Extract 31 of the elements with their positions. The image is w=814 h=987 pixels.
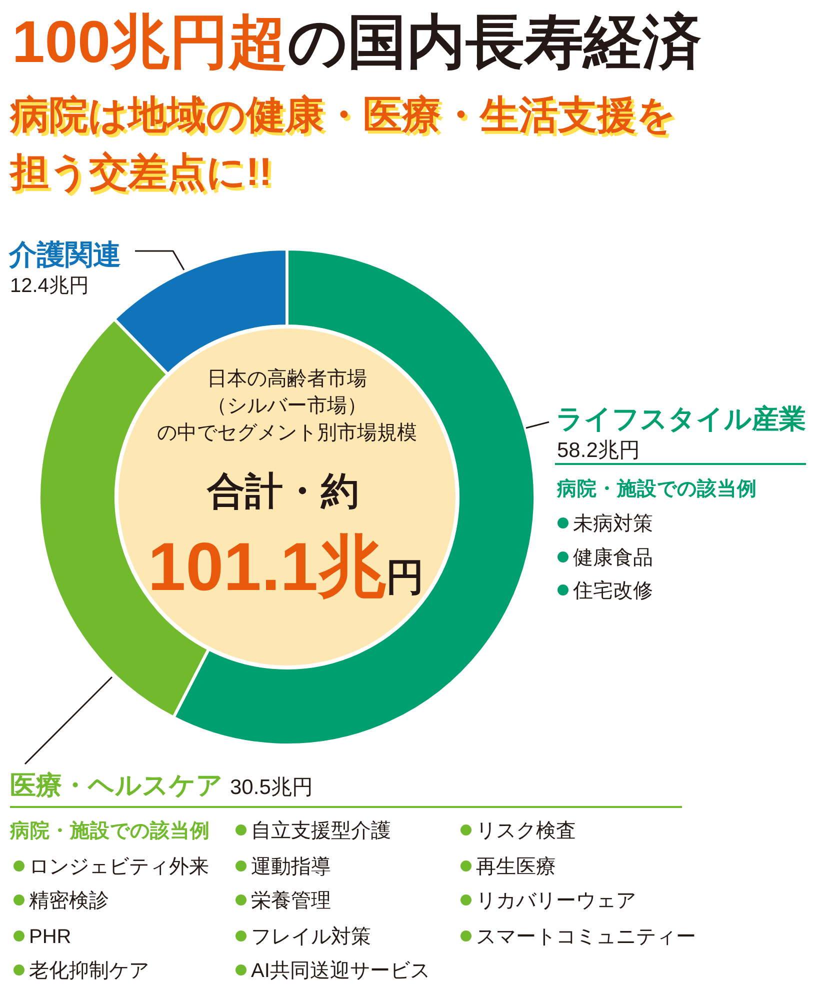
text: 病院・施設での該当例 <box>556 477 757 500</box>
text: 病院・施設での該当例 <box>9 819 210 842</box>
text: リカバリーウェア <box>476 890 636 912</box>
slice-label: 医療・ヘルスケア <box>10 770 223 800</box>
text: 未病対策 <box>573 513 653 535</box>
text: 合計・約 <box>206 471 359 513</box>
text: 健康食品 <box>573 547 653 569</box>
text: （シルバー市場） <box>207 395 367 417</box>
text: ロンジェビティ外来 <box>29 856 209 878</box>
data-label: 30.5兆円 <box>230 776 313 799</box>
text: 日本の高齢者市場 <box>207 367 367 390</box>
chart-title: 100兆円超の国内長寿経済 <box>12 9 702 75</box>
text: 老化抑制ケア <box>29 960 149 982</box>
text: 住宅改修 <box>572 579 653 602</box>
data-label: 58.2兆円 <box>557 439 640 462</box>
text: PHR <box>29 926 72 948</box>
text: 自立支援型介護 <box>251 820 391 842</box>
text: の中でセグメント別市場規模 <box>157 422 417 444</box>
slice-label: 介護関連 <box>8 239 121 270</box>
text: リスク検査 <box>476 820 576 842</box>
text: AI共同送迎サービス <box>251 960 430 982</box>
data-label: 12.4兆円 <box>10 275 89 297</box>
text: フレイル対策 <box>251 926 371 948</box>
text: 101.1兆円 <box>148 529 424 605</box>
text: 運動指導 <box>251 856 331 878</box>
chart-subtitle: 病院は地域の健康・医療・生活支援を担う交差点に!! <box>8 94 676 194</box>
text: 再生医療 <box>476 856 556 878</box>
text: 栄養管理 <box>251 890 331 912</box>
text: スマートコミュニティー <box>476 926 696 948</box>
slice-label: ライフスタイル産業 <box>556 404 806 434</box>
text: 精密検診 <box>29 890 109 912</box>
